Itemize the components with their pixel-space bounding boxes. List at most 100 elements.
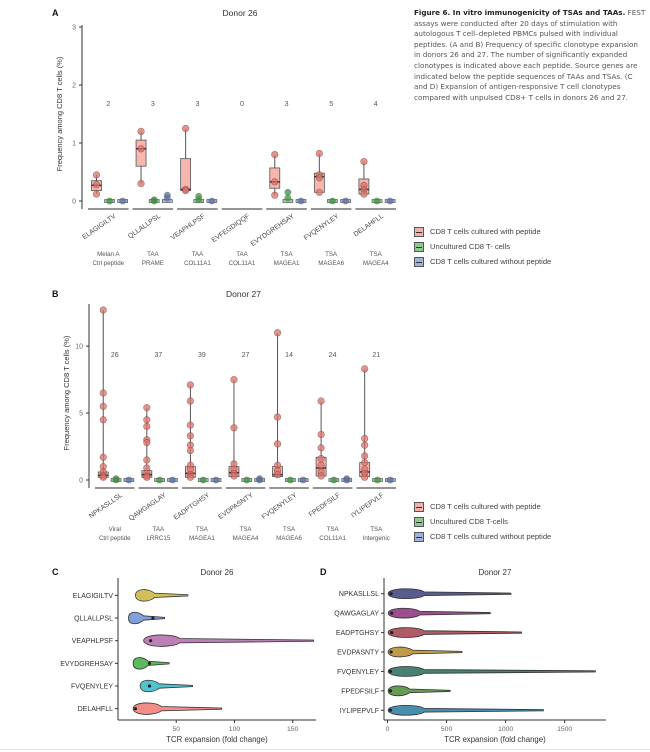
y-tick-label: 0: [79, 478, 83, 485]
source-gene-label: MAGEA1: [189, 535, 215, 542]
legend-swatch-with-peptide: [414, 501, 424, 512]
y-tick-label: 0: [72, 199, 76, 206]
data-point: [199, 476, 207, 484]
data-point: [186, 381, 194, 389]
median-point: [389, 592, 393, 596]
x-tick-label: 100: [229, 726, 241, 733]
peptide-label: QAWGAGLAY: [334, 611, 379, 618]
peptide-label: ELAGIGILTV: [81, 213, 117, 241]
data-point: [361, 365, 369, 373]
data-point: [361, 452, 369, 460]
peptide-label: VEAPHLPSF: [72, 638, 113, 645]
data-point: [273, 471, 282, 479]
data-point: [330, 476, 338, 484]
data-point: [150, 197, 158, 205]
peptide-label: VEAPHLPSF: [170, 213, 207, 242]
legend-label: CD8 T cells cultured with peptide: [430, 502, 541, 511]
data-point: [315, 174, 323, 182]
source-gene-label: TSA: [283, 526, 296, 533]
expanded-clonotype-count: 26: [111, 352, 119, 359]
median-point: [147, 684, 152, 688]
peptide-label: EVYDGREHSAY: [250, 213, 296, 248]
legend-item: CD8 T cells cultured without peptide: [414, 529, 551, 544]
legend-item: CD8 T cells cultured with peptide: [414, 499, 551, 514]
legend-swatch-uncultured: [414, 516, 424, 527]
chart-title: Donor 27: [226, 289, 261, 299]
legend-swatch-with-peptide: [414, 226, 424, 237]
data-point: [315, 188, 323, 196]
peptide-label: EVDPASNTY: [337, 650, 379, 657]
x-tick-label: 1000: [498, 726, 513, 733]
y-axis-label: Frequency among CD8 T cells (%): [62, 335, 71, 450]
source-gene-label: MAGEA6: [318, 260, 344, 267]
data-point: [186, 397, 194, 405]
data-point: [92, 171, 101, 179]
expanded-clonotype-count: 21: [372, 352, 380, 359]
data-point: [273, 440, 282, 448]
data-point: [361, 473, 369, 481]
source-gene-label: LRRC15: [146, 535, 170, 542]
data-point: [328, 197, 337, 205]
chart-title: Donor 27: [479, 568, 512, 577]
data-point: [99, 402, 107, 410]
legend-label: CD8 T cells cultured without peptide: [430, 257, 552, 266]
data-point: [195, 196, 203, 204]
data-point: [297, 197, 305, 205]
source-gene-label: Viral: [109, 526, 121, 533]
data-point: [273, 413, 282, 421]
peptide-label: NPKASLLSL: [88, 492, 124, 520]
figure-caption: Figure 6. In vitro immunogenicity of TSA…: [414, 8, 646, 103]
source-gene-label: TSA: [370, 526, 383, 533]
data-point: [315, 149, 323, 158]
data-point: [299, 476, 307, 484]
data-point: [284, 194, 292, 202]
data-point: [208, 197, 216, 205]
peptide-label: QLLALLPSL: [127, 213, 162, 241]
data-point: [360, 157, 368, 166]
median-point: [133, 707, 138, 711]
data-point: [186, 446, 194, 455]
source-gene-label: TSA: [239, 526, 252, 533]
data-point: [105, 197, 114, 205]
violin-shape: [387, 588, 512, 600]
source-gene-label: TAA: [192, 251, 204, 258]
data-point: [230, 424, 238, 432]
data-point: [186, 432, 194, 440]
data-point: [186, 421, 194, 429]
y-tick-label: 10: [75, 344, 83, 351]
peptide-label: DELAHFLL: [353, 213, 385, 239]
peptide-label: EADPTGHSY: [173, 492, 212, 522]
source-gene-label: TSA: [327, 526, 340, 533]
source-gene-label: MAGEA6: [276, 535, 302, 542]
data-point: [143, 456, 151, 464]
page-divider: [0, 749, 650, 750]
violin-shape: [143, 634, 315, 647]
legend-item: CD8 T cells cultured with peptide: [414, 224, 551, 239]
data-point: [286, 476, 294, 484]
legend-donor26: CD8 T cells cultured with peptide Uncult…: [414, 224, 551, 269]
chart-title: Donor 26: [223, 8, 258, 18]
data-point: [361, 459, 369, 467]
source-gene-label: TAA: [147, 251, 159, 258]
median-point: [388, 708, 393, 712]
data-point: [317, 430, 325, 439]
source-gene-label: MAGEA4: [233, 535, 259, 542]
data-point: [137, 180, 145, 188]
peptide-label: IYLIPEPVLF: [350, 492, 385, 520]
data-point: [373, 476, 382, 484]
peptide-label: DELAHFLL: [78, 706, 114, 713]
expanded-clonotype-count: 3: [285, 101, 289, 108]
source-gene-label: Ctrl peptide: [92, 260, 124, 267]
data-point: [317, 472, 325, 480]
peptide-label: FVQENYLEY: [303, 213, 341, 242]
source-gene-label: TAA: [236, 251, 248, 258]
data-point: [163, 194, 171, 202]
legend-swatch-without-peptide: [414, 531, 424, 542]
data-point: [243, 476, 251, 484]
data-point: [99, 389, 107, 397]
data-point: [143, 473, 151, 481]
data-point: [137, 145, 145, 153]
expanded-clonotype-count: 0: [240, 101, 244, 108]
data-point: [373, 197, 381, 205]
source-gene-label: TSA: [370, 251, 383, 258]
